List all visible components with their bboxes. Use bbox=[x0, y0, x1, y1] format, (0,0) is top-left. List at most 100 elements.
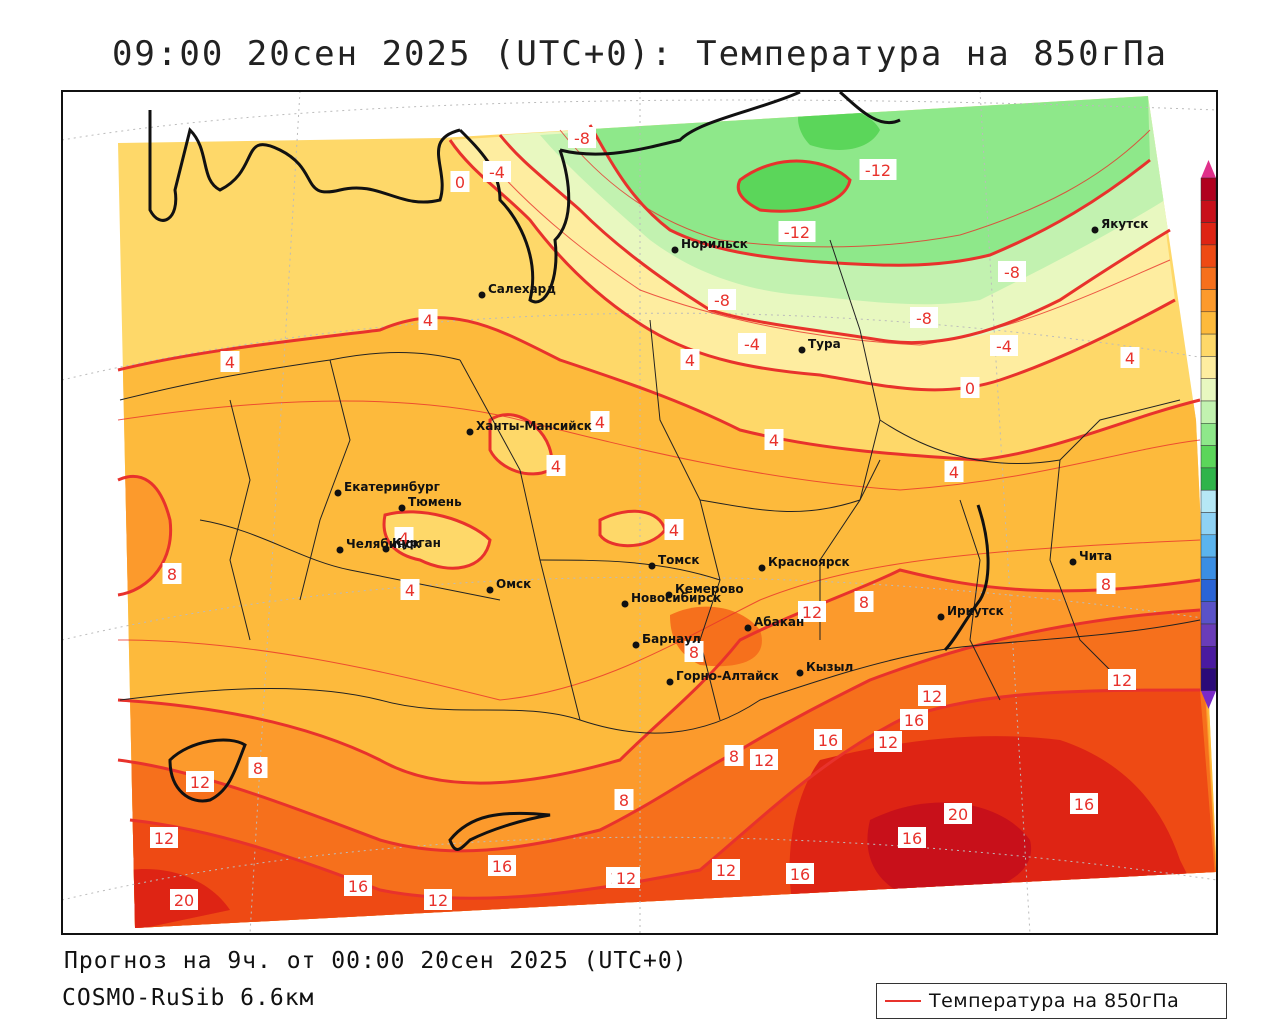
colorbar-tick-label: -52 bbox=[1220, 618, 1240, 632]
svg-text:12: 12 bbox=[616, 869, 636, 888]
svg-text:20: 20 bbox=[948, 805, 968, 824]
contour-label: 8 bbox=[1096, 573, 1116, 594]
svg-text:-12: -12 bbox=[784, 223, 810, 242]
svg-text:4: 4 bbox=[769, 431, 779, 450]
svg-text:16: 16 bbox=[902, 829, 922, 848]
colorbar-tick-label: -20 bbox=[1220, 440, 1240, 454]
svg-text:8: 8 bbox=[859, 593, 869, 612]
svg-text:4: 4 bbox=[423, 311, 433, 330]
city-marker: Кемерово bbox=[665, 582, 744, 599]
city-label: Кызыл bbox=[806, 660, 853, 674]
contour-label: 12 bbox=[186, 771, 214, 792]
svg-text:8: 8 bbox=[619, 791, 629, 810]
colorbar-swatch bbox=[1200, 222, 1217, 246]
contour-label: 4 bbox=[418, 309, 438, 330]
svg-text:4: 4 bbox=[405, 581, 415, 600]
city-label: Новосибирск bbox=[631, 591, 721, 605]
legend-label: Температура на 850гПа bbox=[929, 990, 1180, 1012]
colorbar-tick-label: 16 bbox=[1220, 239, 1235, 253]
colorbar-tick-label: 0 bbox=[1220, 328, 1228, 342]
city-marker: Курган bbox=[382, 536, 441, 553]
svg-text:4: 4 bbox=[685, 351, 695, 370]
city-label: Кемерово bbox=[675, 582, 744, 596]
contour-label: 4 bbox=[394, 527, 414, 548]
svg-text:12: 12 bbox=[428, 891, 448, 910]
colorbar-tick-label: -8 bbox=[1220, 373, 1232, 387]
contour-label: 0 bbox=[960, 377, 980, 398]
contour-label: 8 bbox=[854, 591, 874, 612]
contour-label: 4 bbox=[400, 579, 420, 600]
colorbar-swatch bbox=[1200, 333, 1217, 357]
forecast-caption: Прогноз на 9ч. от 00:00 20сен 2025 (UTC+… bbox=[64, 948, 688, 974]
contour-label: 8 bbox=[724, 745, 744, 766]
city-label: Иркутск bbox=[947, 604, 1004, 618]
city-label: Тюмень bbox=[408, 495, 462, 509]
svg-text:16: 16 bbox=[904, 711, 924, 730]
city-marker: Ханты-Мансийск bbox=[466, 419, 592, 436]
contour-label: -4 bbox=[483, 161, 511, 182]
svg-text:12: 12 bbox=[878, 733, 898, 752]
city-label: Горно-Алтайск bbox=[676, 669, 779, 683]
colorbar-swatch bbox=[1200, 668, 1217, 692]
contour-label: 12 bbox=[798, 601, 826, 622]
contour-label: 16 bbox=[898, 827, 926, 848]
svg-text:-8: -8 bbox=[1004, 263, 1020, 282]
city-label: Томск bbox=[658, 553, 700, 567]
contour-label: 4 bbox=[220, 351, 240, 372]
svg-text:12: 12 bbox=[754, 751, 774, 770]
city-marker: Челябинск bbox=[336, 537, 421, 554]
svg-text:8: 8 bbox=[253, 759, 263, 778]
contour-label: 4 bbox=[664, 519, 684, 540]
contour-label: 12 bbox=[612, 867, 640, 888]
colorbar-swatch bbox=[1200, 489, 1217, 513]
colorbar-tick-label: -28 bbox=[1220, 484, 1240, 498]
colorbar-swatch bbox=[1200, 311, 1217, 335]
contour-label: -12 bbox=[859, 159, 897, 180]
colorbar-swatch bbox=[1200, 512, 1217, 536]
colorbar-swatch bbox=[1200, 356, 1217, 379]
city-marker: Норильск bbox=[671, 237, 748, 254]
colorbar-top-arrow bbox=[1201, 160, 1216, 178]
svg-text:4: 4 bbox=[1125, 349, 1135, 368]
contour-label: 4 bbox=[546, 455, 566, 476]
colorbar-swatch bbox=[1200, 579, 1217, 602]
contour-label: 4 bbox=[680, 349, 700, 370]
colorbar-swatch bbox=[1200, 378, 1217, 402]
contour-labels: -8 -4 0 -12 -12 -8 -8 -8 -4 -4 0 4 4 4 4 4 4 4 4 4 4 4 8 8 8 8 8 8 8… bbox=[150, 127, 1140, 910]
svg-text:8: 8 bbox=[729, 747, 739, 766]
city-label: Чита bbox=[1079, 549, 1112, 563]
svg-text:12: 12 bbox=[716, 861, 736, 880]
contour-label: 8 bbox=[684, 641, 704, 662]
coastlines bbox=[148, 91, 990, 851]
colorbar-tick-label: -44 bbox=[1220, 573, 1240, 587]
svg-text:4: 4 bbox=[225, 353, 235, 372]
city-marker: Горно-Алтайск bbox=[666, 669, 779, 686]
city-label: Тура bbox=[808, 337, 841, 351]
city-marker: Барнаул bbox=[632, 632, 701, 649]
svg-text:16: 16 bbox=[348, 877, 368, 896]
colorbar-swatch bbox=[1200, 200, 1217, 223]
contour-label: 8 bbox=[614, 789, 634, 810]
svg-text:-8: -8 bbox=[714, 291, 730, 310]
city-marker: Салехард bbox=[478, 282, 556, 299]
city-label: Салехард bbox=[488, 282, 556, 296]
svg-text:12: 12 bbox=[190, 773, 210, 792]
colorbar-tick-label: 8 bbox=[1220, 284, 1228, 298]
colorbar-swatch bbox=[1200, 400, 1217, 424]
contour-label: 4 bbox=[944, 461, 964, 482]
city-label: Якутск bbox=[1101, 217, 1148, 231]
contour-label: -8 bbox=[998, 261, 1026, 282]
contour-label: -8 bbox=[568, 127, 596, 148]
colorbar-tick-label: -32 bbox=[1220, 507, 1240, 521]
colorbar-swatch bbox=[1200, 601, 1217, 625]
svg-text:4: 4 bbox=[399, 529, 409, 548]
svg-text:4: 4 bbox=[949, 463, 959, 482]
city-label: Барнаул bbox=[642, 632, 701, 646]
contour-label: 20 bbox=[944, 803, 972, 824]
contour-label: 12 bbox=[874, 731, 902, 752]
svg-text:4: 4 bbox=[669, 521, 679, 540]
legend: Температура на 850гПа bbox=[876, 983, 1227, 1019]
colorbar-tick-label: -56 bbox=[1220, 640, 1240, 654]
colorbar-swatch bbox=[1200, 266, 1217, 290]
